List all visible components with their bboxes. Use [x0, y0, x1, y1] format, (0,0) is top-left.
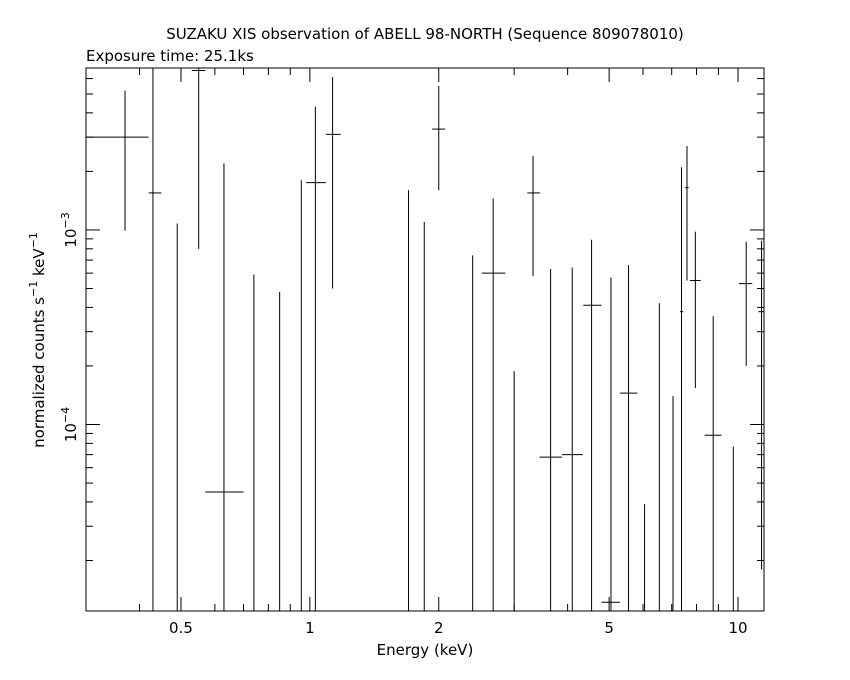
x-tick-label: 0.5: [169, 619, 193, 637]
x-tick-label: 1: [305, 619, 315, 637]
data-point: [306, 106, 326, 611]
plot-frame: [85, 67, 765, 612]
data-point: [561, 267, 583, 611]
data-point: [205, 163, 244, 611]
data-points: [86, 68, 764, 611]
data-point: [685, 146, 689, 281]
y-tick-label: 10−4: [59, 407, 80, 442]
data-point: [601, 277, 620, 611]
x-axis-label: Energy (keV): [377, 641, 474, 659]
data-point: [619, 265, 638, 611]
data-point: [689, 231, 701, 389]
data-point: [527, 155, 541, 276]
data-point: [432, 85, 446, 191]
data-point: [325, 77, 341, 289]
y-tick-label: 10−3: [59, 212, 80, 247]
data-point: [148, 68, 162, 611]
chart-title: SUZAKU XIS observation of ABELL 98-NORTH…: [166, 25, 684, 43]
x-tick-label: 5: [604, 619, 614, 637]
x-tick-label: 10: [728, 619, 747, 637]
data-point: [191, 68, 206, 249]
y-axis-label: normalized counts s−1 keV−1: [27, 232, 48, 448]
data-point: [539, 268, 562, 611]
data-point: [738, 241, 753, 366]
chart-subtitle: Exposure time: 25.1ks: [86, 47, 254, 65]
axis-tick-labels: 0.5 1 2 5 10 10−3 10−4: [59, 212, 748, 637]
data-point: [758, 240, 764, 570]
data-point: [86, 90, 149, 231]
data-point: [583, 239, 602, 611]
data-point: [481, 198, 506, 611]
data-point: [680, 167, 684, 611]
x-tick-label: 2: [434, 619, 444, 637]
data-point: [704, 316, 722, 611]
axis-ticks: [85, 68, 764, 611]
